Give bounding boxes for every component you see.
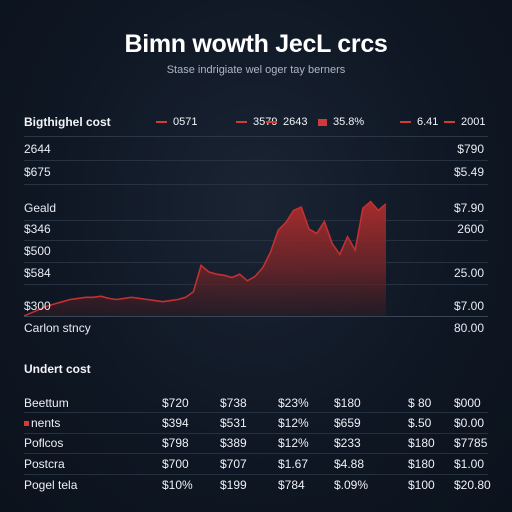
legend-dash-icon bbox=[236, 121, 247, 123]
row-marker-icon bbox=[24, 421, 29, 427]
row-divider bbox=[24, 433, 488, 434]
row-label: Beettum bbox=[24, 396, 69, 410]
chart-series-line bbox=[23, 200, 387, 317]
legend-item-4: 35.8% bbox=[318, 116, 364, 128]
legend-label: 3579 bbox=[253, 116, 277, 128]
legend-dash-icon bbox=[444, 121, 455, 123]
legend-dash-icon bbox=[266, 121, 277, 123]
legend-item-6: 2001 bbox=[444, 116, 485, 128]
legend-item-3: 2643 bbox=[266, 116, 307, 128]
table-cell: $720 bbox=[162, 396, 189, 410]
legend-label: 6.41 bbox=[417, 116, 439, 128]
left-label: $675 bbox=[24, 165, 51, 179]
legend-item-2: 3579 bbox=[236, 116, 277, 128]
table-cell: $100 bbox=[408, 478, 435, 492]
table-row: Postcra $700 $707 $1.67 $4.88 $180 $1.00 bbox=[24, 457, 488, 475]
table-cell: $23% bbox=[278, 396, 309, 410]
table-cell: $12% bbox=[278, 416, 309, 430]
table-row: Poflcos $798 $389 $12% $233 $180 $7785 bbox=[24, 436, 488, 454]
table-cell: $707 bbox=[220, 457, 247, 471]
divider bbox=[24, 136, 488, 137]
gridline bbox=[24, 262, 488, 263]
table-cell: $180 bbox=[408, 457, 435, 471]
table-cell: $4.88 bbox=[334, 457, 365, 471]
table-cell: $700 bbox=[162, 457, 189, 471]
table-cell: $389 bbox=[220, 436, 247, 450]
table-cell: $180 bbox=[334, 396, 361, 410]
legend-square-icon bbox=[318, 118, 327, 126]
table-cell: $12% bbox=[278, 436, 309, 450]
right-label: 80.00 bbox=[453, 321, 484, 335]
gridline bbox=[24, 240, 488, 241]
chart-baseline bbox=[24, 316, 488, 317]
table-cell: $659 bbox=[334, 416, 361, 430]
gridline bbox=[24, 160, 488, 161]
table-row: Beettum $720 $738 $23% $180 $ 80 $000 bbox=[24, 396, 488, 414]
right-label: $7.90 bbox=[453, 201, 484, 215]
chart-heading: Bigthighel cost bbox=[24, 115, 111, 129]
table-cell: $.09% bbox=[334, 478, 369, 492]
left-label: $300 bbox=[24, 299, 51, 313]
row-label: Postcra bbox=[24, 457, 65, 471]
table-row: Pogel tela $10% $199 $784 $.09% $100 $20… bbox=[24, 478, 491, 496]
table-cell: $20.80 bbox=[454, 478, 491, 492]
table-cell: $7785 bbox=[454, 436, 488, 450]
left-label: $346 bbox=[24, 222, 51, 236]
table-cell: $180 bbox=[408, 436, 435, 450]
chart-area-fill bbox=[24, 201, 386, 316]
table-cell: $000 bbox=[454, 396, 481, 410]
right-label: 2600 bbox=[457, 222, 484, 236]
table-row: nents $394 $531 $12% $659 $.50 $0.00 bbox=[24, 416, 488, 434]
gridline bbox=[24, 184, 488, 185]
table-cell: $798 bbox=[162, 436, 189, 450]
legend-dash-icon bbox=[400, 121, 411, 123]
right-label: $5.49 bbox=[453, 165, 484, 179]
table-cell: $394 bbox=[162, 416, 189, 430]
page-title: Bimn wowth JecL crcs bbox=[124, 30, 388, 58]
left-label: 2644 bbox=[24, 142, 51, 156]
table-cell: $0.00 bbox=[454, 416, 485, 430]
legend-label: 35.8% bbox=[333, 116, 365, 128]
row-label: nents bbox=[24, 416, 60, 430]
table-cell: $738 bbox=[220, 396, 247, 410]
legend-item-5: 6.41 bbox=[400, 116, 438, 128]
page-subtitle: Stase indrigiate wel oger tay berners bbox=[166, 64, 346, 76]
left-label: Geald bbox=[24, 201, 57, 215]
legend-item-1: 0571 bbox=[156, 116, 197, 128]
left-label: $584 bbox=[24, 266, 51, 280]
table-cell: $233 bbox=[334, 436, 361, 450]
table-heading: Undert cost bbox=[24, 362, 91, 376]
table-cell: $10% bbox=[162, 478, 193, 492]
right-label: $7.00 bbox=[453, 299, 484, 313]
row-divider bbox=[24, 453, 488, 454]
right-label: $790 bbox=[457, 142, 484, 156]
legend-label: 2001 bbox=[461, 116, 486, 128]
gridline bbox=[24, 220, 488, 221]
row-label: Pogel tela bbox=[24, 478, 78, 492]
legend-label: 2643 bbox=[283, 116, 308, 128]
row-divider bbox=[24, 474, 488, 475]
legend-dash-icon bbox=[156, 121, 167, 123]
table-cell: $531 bbox=[220, 416, 247, 430]
row-label: Poflcos bbox=[24, 436, 64, 450]
table-cell: $1.00 bbox=[454, 457, 485, 471]
table-cell: $199 bbox=[220, 478, 247, 492]
table-cell: $1.67 bbox=[278, 457, 309, 471]
right-label: 25.00 bbox=[453, 266, 484, 280]
row-divider bbox=[24, 412, 488, 413]
table-cell: $.50 bbox=[408, 416, 432, 430]
chart-caption: Carlon stncy bbox=[24, 321, 91, 335]
legend-label: 0571 bbox=[173, 116, 198, 128]
table-cell: $784 bbox=[278, 478, 305, 492]
left-label: $500 bbox=[24, 244, 51, 258]
table-cell: $ 80 bbox=[408, 396, 432, 410]
